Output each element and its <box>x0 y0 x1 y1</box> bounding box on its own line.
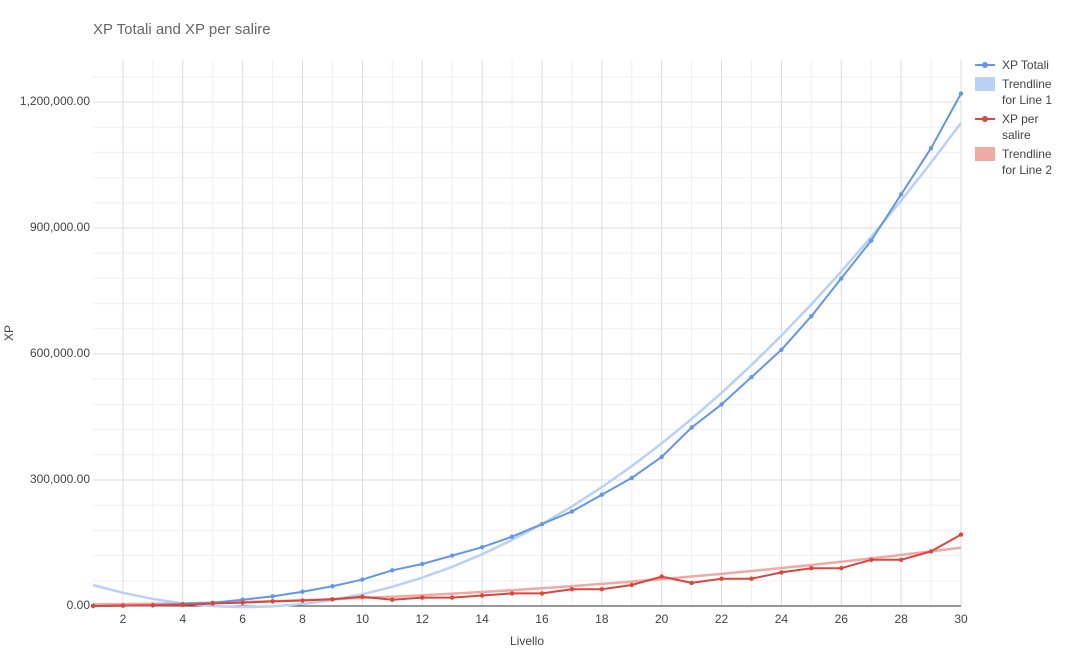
data-point <box>659 454 664 460</box>
y-tick-label: 600,000.00 <box>30 346 90 360</box>
data-point <box>629 582 634 588</box>
data-point <box>719 402 724 407</box>
data-point <box>749 374 754 380</box>
legend-swatch <box>975 77 995 91</box>
data-point <box>809 566 814 571</box>
data-point <box>330 584 335 589</box>
data-point <box>420 561 425 567</box>
data-point <box>449 595 455 600</box>
trendline <box>92 546 962 606</box>
data-point <box>330 597 335 602</box>
data-point <box>898 192 904 197</box>
data-point <box>569 509 575 514</box>
data-point <box>689 425 694 430</box>
x-tick-label: 2 <box>120 612 127 626</box>
data-point <box>958 532 964 537</box>
x-tick-label: 16 <box>535 612 549 626</box>
data-point <box>659 574 664 579</box>
data-point <box>509 534 515 539</box>
legend-label: Trendline for Line 1 <box>1002 77 1053 107</box>
data-point <box>210 601 215 606</box>
data-point <box>479 545 485 550</box>
x-tick-label: 22 <box>715 612 729 626</box>
data-point <box>779 570 784 575</box>
data-point <box>270 594 275 599</box>
data-point <box>539 591 545 596</box>
x-tick-label: 26 <box>835 612 849 626</box>
data-point <box>509 591 515 596</box>
data-point <box>599 587 605 592</box>
data-point <box>749 576 754 581</box>
data-point <box>390 597 395 602</box>
data-point <box>270 599 275 604</box>
data-point <box>839 276 844 281</box>
data-point <box>90 603 96 609</box>
data-point <box>539 521 545 527</box>
data-point <box>629 475 634 481</box>
data-point <box>958 91 964 96</box>
data-point <box>839 566 844 571</box>
x-tick-label: 12 <box>416 612 430 626</box>
x-tick-label: 8 <box>299 612 306 626</box>
x-tick-label: 30 <box>954 612 968 626</box>
legend: XP Totali Trendline for Line 1 XP per sali… <box>972 57 1064 181</box>
data-point <box>719 576 724 581</box>
data-point <box>420 595 425 600</box>
data-point <box>599 492 605 497</box>
y-tick-label: 300,000.00 <box>30 472 90 486</box>
data-point <box>180 602 185 608</box>
x-tick-label: 20 <box>655 612 669 626</box>
data-point <box>928 549 934 554</box>
series-line <box>92 533 962 607</box>
data-point <box>569 587 575 592</box>
data-point <box>120 603 126 608</box>
x-axis-label: Livello <box>510 634 544 648</box>
data-point <box>300 598 305 603</box>
legend-item: Trendline for Line 1 <box>972 76 1060 108</box>
legend-swatch <box>975 112 995 126</box>
data-point <box>479 593 485 598</box>
data-point <box>779 347 784 352</box>
y-tick-label: 900,000.00 <box>30 220 90 234</box>
legend-item: XP per salire <box>972 111 1060 143</box>
data-point <box>449 553 455 558</box>
legend-label: Trendline for Line 2 <box>1002 147 1053 177</box>
data-point <box>869 238 874 243</box>
chart-title: XP Totali and XP per salire <box>93 21 271 38</box>
data-point <box>360 594 365 599</box>
y-axis-label: XP <box>2 325 16 341</box>
x-tick-label: 10 <box>356 612 370 626</box>
trendline <box>92 122 962 609</box>
data-point <box>928 146 934 151</box>
legend-label: XP per salire <box>1002 112 1039 142</box>
data-point <box>809 314 814 319</box>
x-tick-label: 6 <box>239 612 246 626</box>
series-line <box>92 93 962 607</box>
legend-label: XP Totali <box>1002 58 1049 72</box>
legend-swatch <box>975 58 995 72</box>
x-tick-label: 24 <box>775 612 789 626</box>
y-tick-label: 1,200,000.00 <box>20 94 90 108</box>
data-point <box>150 603 156 608</box>
x-tick-label: 14 <box>475 612 489 626</box>
data-point <box>390 568 395 573</box>
data-point <box>240 600 245 605</box>
legend-swatch <box>975 147 995 161</box>
data-point <box>898 557 904 562</box>
x-tick-label: 4 <box>179 612 186 626</box>
x-tick-label: 28 <box>894 612 908 626</box>
data-point <box>689 580 694 586</box>
x-tick-label: 18 <box>595 612 609 626</box>
data-point <box>869 557 874 562</box>
legend-item: Trendline for Line 2 <box>972 146 1060 178</box>
legend-item: XP Totali <box>972 57 1060 73</box>
y-tick-label: 0.00 <box>67 598 91 612</box>
data-point <box>300 589 305 594</box>
data-point <box>360 577 365 582</box>
